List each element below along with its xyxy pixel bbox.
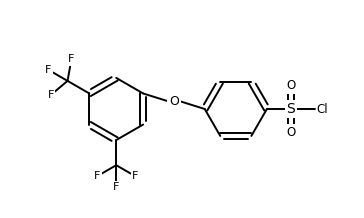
Text: F: F <box>68 54 75 64</box>
Text: O: O <box>286 126 296 139</box>
Text: Cl: Cl <box>316 102 328 116</box>
Text: F: F <box>47 90 54 100</box>
Text: F: F <box>94 171 100 181</box>
Text: F: F <box>132 171 139 181</box>
Text: S: S <box>286 102 295 116</box>
Text: O: O <box>169 95 179 108</box>
Text: F: F <box>45 65 52 75</box>
Text: O: O <box>286 79 296 92</box>
Text: F: F <box>113 182 119 192</box>
